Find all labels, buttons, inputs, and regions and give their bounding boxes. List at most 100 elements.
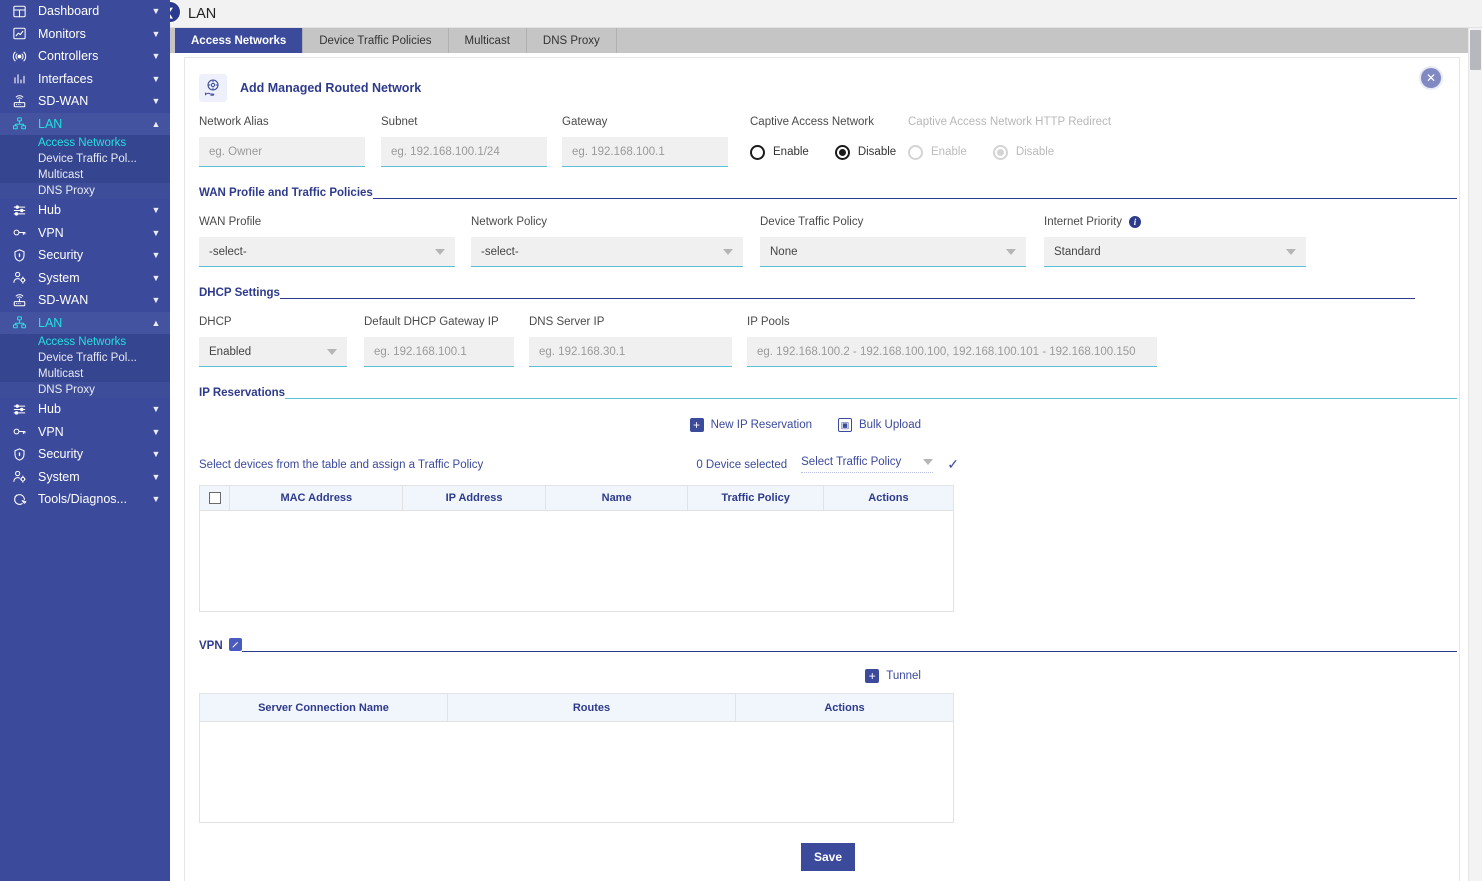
network-icon xyxy=(8,116,30,131)
subnet-field: Subnet xyxy=(381,116,547,167)
chevron-up-icon[interactable]: ▲ xyxy=(151,317,161,328)
tab-multicast[interactable]: Multicast xyxy=(448,28,527,53)
radio-circle-icon xyxy=(750,144,765,160)
sidebar-item-access-networks[interactable]: Access Networks xyxy=(38,336,127,348)
captive-enable-radio[interactable]: Enable xyxy=(750,144,809,160)
captive-disable-radio[interactable]: Disable xyxy=(834,144,896,160)
sidebar-item-sd-wan[interactable]: SD-WAN ▼ xyxy=(0,289,170,312)
sidebar-item-monitors[interactable]: Monitors ▼ xyxy=(0,23,170,46)
scrollbar-thumb[interactable] xyxy=(1470,30,1481,70)
default-dhcp-gateway-ip-input[interactable] xyxy=(364,337,514,367)
network-policy-select[interactable]: -select- xyxy=(471,237,743,267)
table-header-row: Server Connection Name Routes Actions xyxy=(200,694,953,722)
gateway-label: Gateway xyxy=(562,116,608,128)
sidebar-item-device-traffic-pol[interactable]: Device Traffic Pol... xyxy=(38,352,137,364)
sidebar-item-system[interactable]: System ▼ xyxy=(0,267,170,290)
vpn-actions: + Tunnel xyxy=(199,669,1445,683)
wan-profile-select[interactable]: -select- xyxy=(199,237,455,267)
sidebar-item-security[interactable]: Security ▼ xyxy=(0,244,170,267)
chevron-down-icon[interactable]: ▼ xyxy=(151,426,161,437)
sidebar-item-interfaces[interactable]: Interfaces ▼ xyxy=(0,68,170,91)
ip-pools-input[interactable] xyxy=(747,337,1157,367)
chevron-down-icon[interactable]: ▼ xyxy=(151,73,161,84)
divider xyxy=(372,198,1457,199)
sidebar-item-hub[interactable]: Hub ▼ xyxy=(0,398,170,421)
chevron-down-icon[interactable]: ▼ xyxy=(151,96,161,107)
sidebar-item-vpn[interactable]: VPN ▼ xyxy=(0,421,170,444)
network-alias-input[interactable] xyxy=(199,137,365,167)
column-header-ip-address: IP Address xyxy=(403,486,546,510)
edit-pencil-icon[interactable] xyxy=(228,638,242,651)
chevron-down-icon[interactable]: ▼ xyxy=(151,494,161,505)
divider xyxy=(285,397,1457,399)
vpn-section-title: VPN xyxy=(199,640,223,652)
sidebar-item-vpn[interactable]: VPN ▼ xyxy=(0,222,170,245)
network-alias-label: Network Alias xyxy=(199,116,269,128)
bulk-upload-button[interactable]: ▣ Bulk Upload xyxy=(837,418,921,432)
sidebar-item-controllers[interactable]: Controllers ▼ xyxy=(0,45,170,68)
dhcp-section-heading: DHCP Settings xyxy=(199,287,1415,302)
gateway-input[interactable] xyxy=(562,137,728,167)
sliders-icon xyxy=(8,203,30,218)
chevron-down-icon[interactable]: ▼ xyxy=(151,295,161,306)
tab-access-networks[interactable]: Access Networks xyxy=(175,28,304,53)
sidebar-item-system[interactable]: System ▼ xyxy=(0,466,170,489)
device-traffic-policy-select[interactable]: None xyxy=(760,237,1026,267)
sidebar-item-lan[interactable]: LAN ▲ xyxy=(0,112,170,135)
chevron-down-icon[interactable]: ▼ xyxy=(151,449,161,460)
sidebar-collapse-button[interactable]: ❮ xyxy=(170,1,181,23)
dhcp-field: DHCP Enabled xyxy=(199,316,347,367)
sidebar-item-security[interactable]: Security ▼ xyxy=(0,443,170,466)
internet-priority-select[interactable]: Standard xyxy=(1044,237,1306,267)
sidebar-item-tools-diagnos[interactable]: Tools/Diagnos... ▼ xyxy=(0,488,170,511)
close-icon[interactable]: ✕ xyxy=(1421,68,1441,88)
apply-policy-check-icon[interactable]: ✓ xyxy=(947,456,959,472)
sidebar-item-lan[interactable]: LAN ▲ xyxy=(0,311,170,334)
sidebar-item-label: SD-WAN xyxy=(38,94,89,109)
wan-profile-field: WAN Profile -select- xyxy=(199,216,455,267)
captive-http-redirect-radios: Enable Disable xyxy=(908,137,1138,167)
checkbox-icon[interactable] xyxy=(208,492,221,504)
chevron-down-icon[interactable]: ▼ xyxy=(151,227,161,238)
captive-http-redirect-field: Captive Access Network HTTP Redirect Ena… xyxy=(908,116,1138,167)
new-ip-reservation-button[interactable]: + New IP Reservation xyxy=(689,418,812,432)
sidebar-item-dns-proxy[interactable]: DNS Proxy xyxy=(0,183,170,199)
vertical-scrollbar[interactable] xyxy=(1468,28,1482,881)
sidebar-item-access-networks[interactable]: Access Networks xyxy=(38,137,127,149)
radio-selected-icon xyxy=(834,144,850,160)
chevron-down-icon[interactable]: ▼ xyxy=(151,250,161,261)
sidebar-item-dashboard[interactable]: Dashboard ▼ xyxy=(0,0,170,23)
chevron-down-icon[interactable]: ▼ xyxy=(151,205,161,216)
select-traffic-policy-dropdown[interactable]: Select Traffic Policy xyxy=(801,456,934,473)
sidebar-item-label: SD-WAN xyxy=(38,293,89,308)
chevron-down-icon[interactable]: ▼ xyxy=(151,6,161,17)
subnet-input[interactable] xyxy=(381,137,547,167)
dhcp-select[interactable]: Enabled xyxy=(199,337,347,367)
dns-server-ip-input[interactable] xyxy=(529,337,732,367)
select-all-checkbox[interactable] xyxy=(200,486,231,510)
ip-reservation-actions: + New IP Reservation ▣ Bulk Upload xyxy=(199,418,1445,432)
chevron-down-icon[interactable]: ▼ xyxy=(151,272,161,283)
info-icon[interactable]: i xyxy=(1128,216,1141,228)
chevron-up-icon[interactable]: ▲ xyxy=(151,118,161,129)
chevron-down-icon[interactable]: ▼ xyxy=(151,51,161,62)
save-button[interactable]: Save xyxy=(801,843,855,871)
tab-device-traffic-policies[interactable]: Device Traffic Policies xyxy=(303,28,449,53)
radio-circle-icon xyxy=(908,144,923,160)
sidebar-item-label: VPN xyxy=(38,225,64,240)
sidebar-item-sd-wan[interactable]: SD-WAN ▼ xyxy=(0,90,170,113)
chevron-down-icon[interactable]: ▼ xyxy=(151,404,161,415)
sidebar-item-hub[interactable]: Hub ▼ xyxy=(0,199,170,222)
chevron-down-icon[interactable]: ▼ xyxy=(151,471,161,482)
table-header-row: MAC Address IP Address Name Traffic Policy A… xyxy=(200,486,953,511)
sidebar-item-multicast[interactable]: Multicast xyxy=(38,169,84,181)
column-header-server-connection-name: Server Connection Name xyxy=(200,694,448,721)
sidebar-item-dns-proxy[interactable]: DNS Proxy xyxy=(0,382,170,398)
column-header-mac-address: MAC Address xyxy=(230,486,404,510)
add-tunnel-button[interactable]: + Tunnel xyxy=(865,669,921,683)
sidebar-item-device-traffic-pol[interactable]: Device Traffic Pol... xyxy=(38,153,137,165)
chevron-down-icon[interactable]: ▼ xyxy=(151,28,161,39)
sidebar-item-multicast[interactable]: Multicast xyxy=(38,368,84,380)
tab-dns-proxy[interactable]: DNS Proxy xyxy=(526,28,617,53)
sidebar-item-label: Monitors xyxy=(38,26,86,41)
